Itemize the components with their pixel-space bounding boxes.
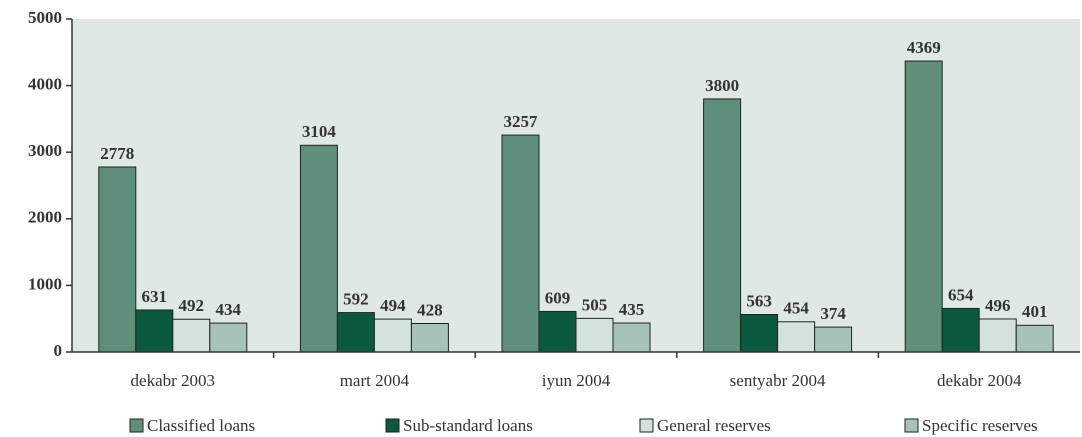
- data-label: 374: [820, 304, 846, 323]
- data-label: 3104: [302, 122, 337, 141]
- bar: [373, 318, 412, 353]
- x-tick-label: sentyabr 2004: [730, 371, 826, 390]
- y-tick-label: 1000: [28, 274, 62, 293]
- y-tick-label: 2000: [28, 208, 62, 227]
- bar: [1015, 324, 1054, 353]
- bar: [703, 98, 742, 353]
- bar: [98, 166, 137, 353]
- data-label: 496: [985, 296, 1011, 315]
- bar: [501, 134, 540, 353]
- bar: [336, 312, 375, 353]
- data-label: 3800: [705, 76, 739, 95]
- bar: [941, 307, 980, 353]
- x-tick-label: dekabr 2003: [131, 371, 216, 390]
- bar: [612, 322, 651, 353]
- y-tick-label: 4000: [28, 75, 62, 94]
- legend-swatch: [129, 418, 144, 433]
- bar: [410, 322, 449, 353]
- data-label: 609: [545, 288, 571, 307]
- data-label: 505: [582, 295, 608, 314]
- data-label: 631: [142, 287, 168, 306]
- data-label: 3257: [504, 112, 539, 131]
- bar: [777, 321, 816, 353]
- data-label: 435: [619, 300, 645, 319]
- bar: [740, 314, 779, 353]
- legend-label: Specific reserves: [922, 416, 1038, 435]
- data-label: 454: [783, 299, 809, 318]
- bar: [978, 318, 1017, 353]
- data-label: 563: [746, 291, 772, 310]
- bar: [299, 144, 338, 353]
- data-label: 592: [343, 289, 369, 308]
- x-tick-label: iyun 2004: [542, 371, 611, 390]
- y-tick-label: 0: [54, 341, 63, 360]
- bar: [575, 317, 614, 353]
- data-label: 4369: [907, 38, 941, 57]
- data-label: 401: [1022, 302, 1048, 321]
- bar: [135, 309, 174, 353]
- legend-swatch: [385, 418, 400, 433]
- bar: [904, 60, 943, 353]
- legend-label: Sub-standard loans: [403, 416, 533, 435]
- x-tick-label: mart 2004: [340, 371, 410, 390]
- data-label: 2778: [100, 144, 134, 163]
- data-label: 428: [417, 300, 443, 319]
- bar: [538, 310, 577, 353]
- legend-label: General reserves: [657, 416, 771, 435]
- data-label: 434: [216, 300, 242, 319]
- legend-label: Classified loans: [147, 416, 255, 435]
- bar: [814, 326, 853, 353]
- bar: [209, 322, 248, 353]
- y-tick-label: 5000: [28, 8, 62, 27]
- data-label: 654: [948, 285, 974, 304]
- x-tick-label: dekabr 2004: [937, 371, 1022, 390]
- y-tick-label: 3000: [28, 141, 62, 160]
- data-label: 494: [380, 296, 406, 315]
- bar: [172, 318, 211, 353]
- data-label: 492: [179, 296, 205, 315]
- legend-swatch: [904, 418, 919, 433]
- legend-swatch: [639, 418, 654, 433]
